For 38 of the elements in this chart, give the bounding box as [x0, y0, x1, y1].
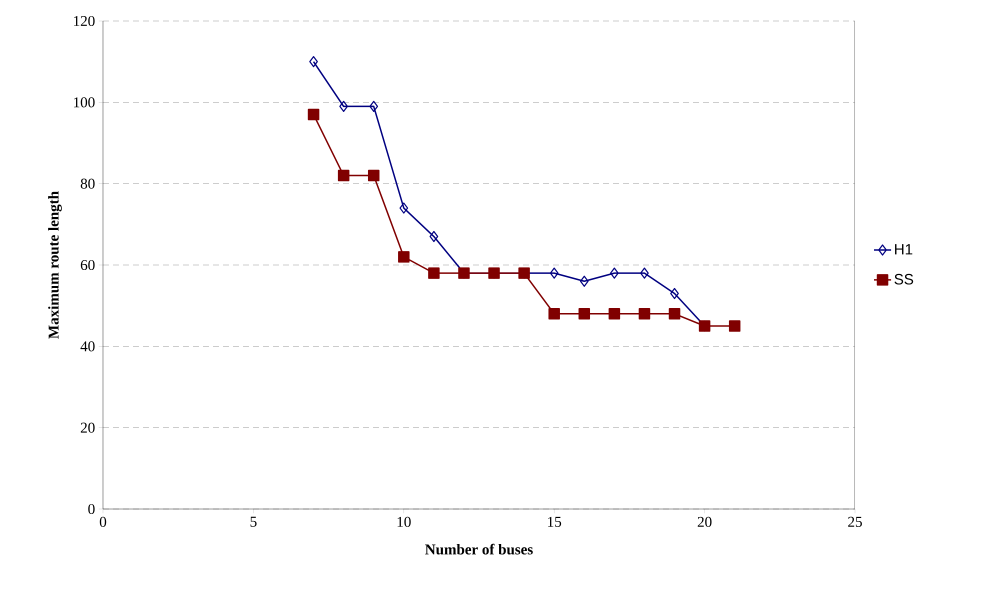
legend-label: H1 — [895, 244, 912, 254]
point — [428, 267, 440, 279]
x-axis-title: Number of buses — [425, 544, 533, 555]
point — [608, 308, 620, 320]
point — [610, 268, 619, 279]
point — [578, 308, 590, 320]
x-tick-label: 25 — [848, 516, 862, 527]
point — [309, 56, 318, 68]
y-tick-label: 120 — [74, 16, 95, 26]
point — [338, 170, 350, 182]
y-tick-label: 100 — [74, 97, 95, 108]
x-tick-label: 0 — [100, 516, 106, 527]
point — [728, 320, 740, 332]
point — [550, 268, 559, 279]
point — [640, 268, 649, 279]
point — [368, 170, 380, 182]
y-tick-label: 80 — [80, 178, 95, 189]
y-tick-label: 0 — [88, 504, 95, 514]
x-tick-label: 5 — [250, 516, 257, 527]
y-tick-label: 20 — [80, 422, 95, 433]
point — [548, 308, 560, 320]
point — [339, 100, 348, 112]
point — [308, 108, 320, 120]
x-tick-label: 15 — [548, 516, 562, 527]
y-tick-label: 40 — [80, 341, 95, 352]
y-axis-title: Maximum route length — [48, 191, 62, 339]
x-tick-label: 20 — [698, 516, 712, 527]
x-tick-label: 10 — [398, 516, 411, 527]
point — [430, 230, 438, 242]
point — [668, 308, 680, 320]
point — [670, 288, 679, 300]
point — [399, 202, 408, 214]
point — [638, 308, 650, 320]
y-tick-label: 60 — [80, 260, 95, 270]
point — [580, 276, 589, 287]
point — [398, 251, 410, 263]
legend-label: SS — [894, 274, 914, 285]
point — [369, 100, 378, 112]
